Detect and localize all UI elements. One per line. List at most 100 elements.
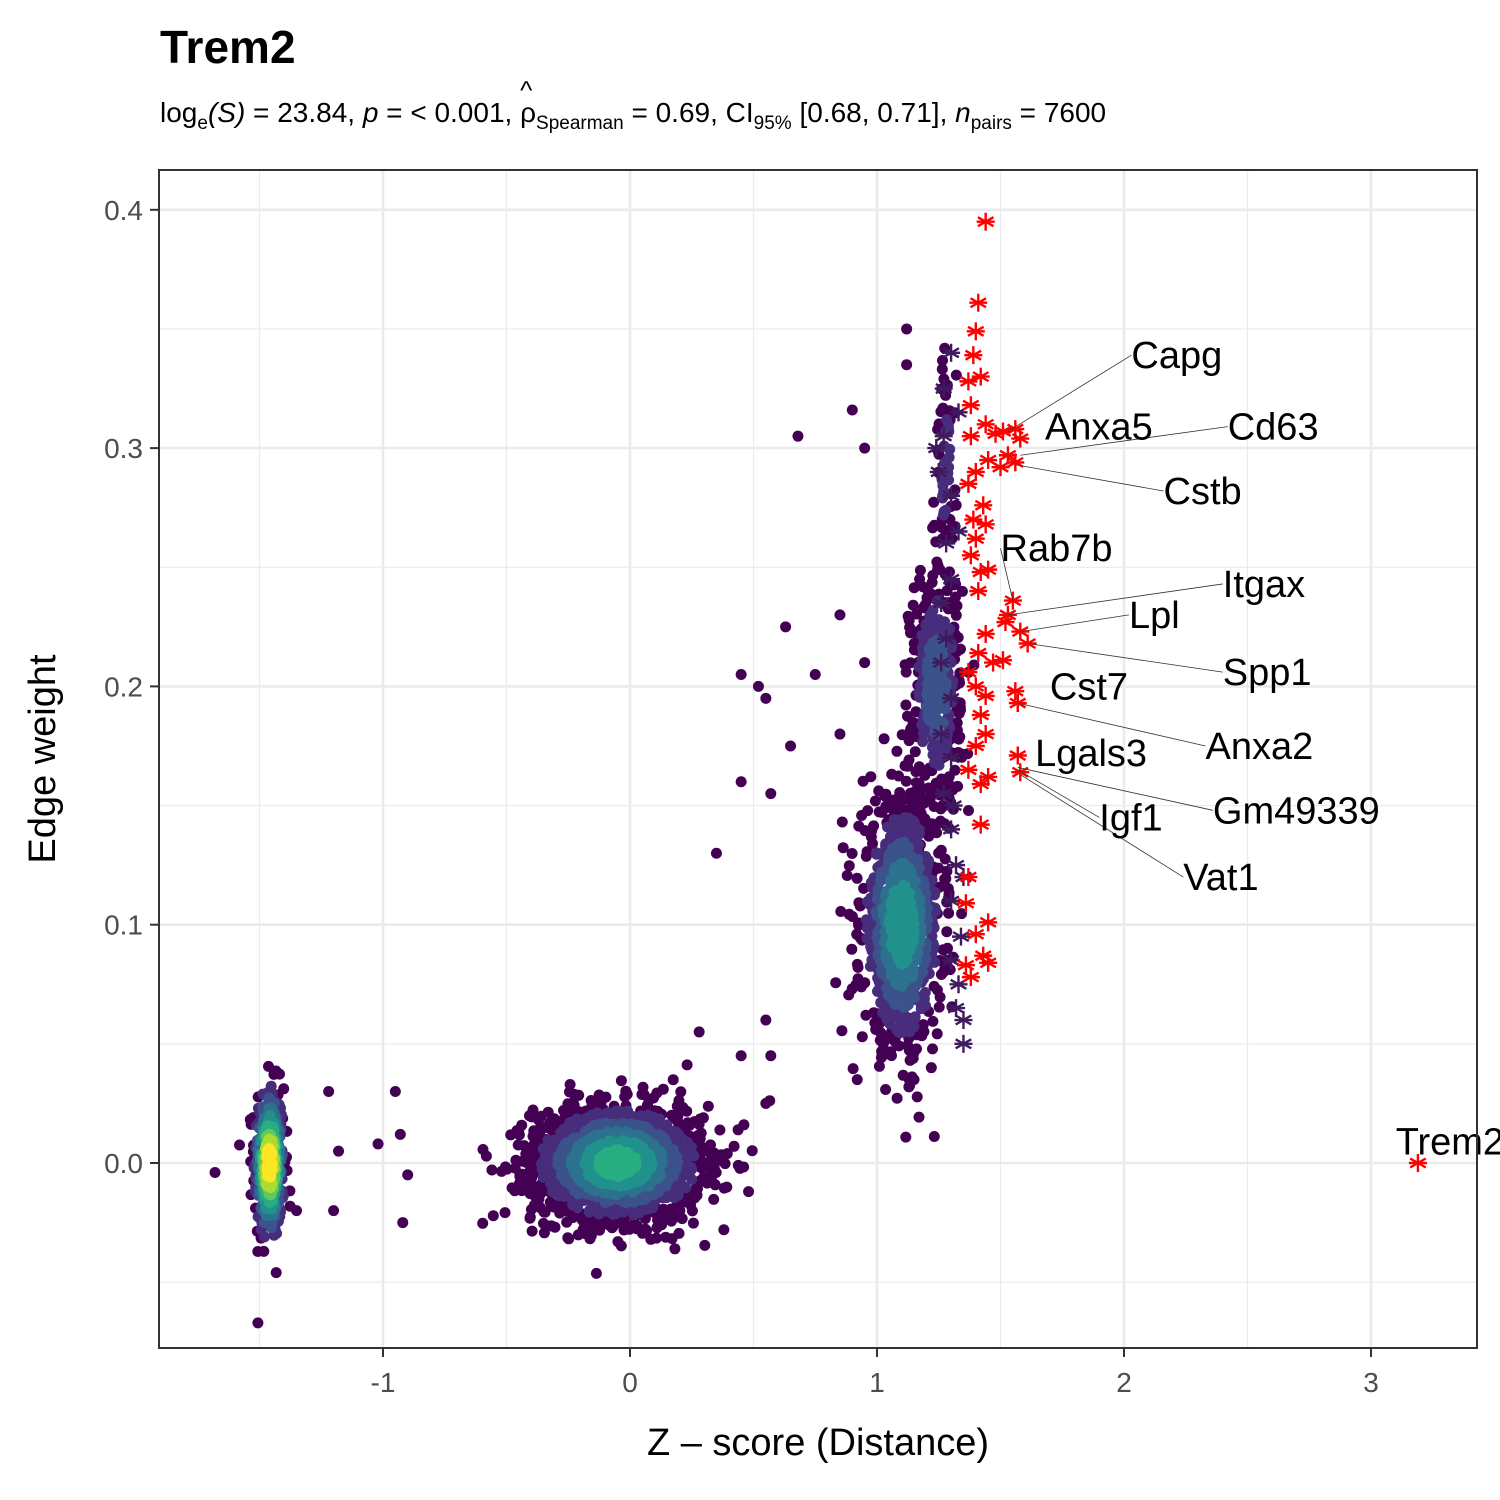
subtitle-log-prefix: log <box>160 97 198 128</box>
density-point <box>732 1159 744 1171</box>
density-point <box>660 1231 672 1243</box>
outlier-point <box>760 1014 772 1026</box>
density-point <box>880 1084 892 1095</box>
gene-label: Rab7b <box>1001 528 1113 570</box>
density-point <box>927 522 939 534</box>
density-point <box>544 1196 556 1208</box>
highlighted-point <box>971 563 990 582</box>
density-point <box>937 355 948 366</box>
density-point <box>562 1232 574 1244</box>
neighbor-marker <box>951 927 970 946</box>
gene-label: Spp1 <box>1223 652 1312 694</box>
neighbor-marker <box>954 1011 973 1030</box>
subtitle-p-value: = < 0.001, <box>378 97 521 128</box>
density-point <box>590 1267 602 1279</box>
outlier-point <box>209 1167 221 1179</box>
density-point <box>907 599 919 611</box>
density-point <box>846 943 858 955</box>
neighbor-marker <box>937 534 956 553</box>
density-point <box>941 585 953 597</box>
highlighted-point <box>971 775 990 794</box>
outlier-point <box>291 1205 303 1217</box>
outlier-point <box>851 1074 863 1086</box>
gene-label: Anxa2 <box>1206 726 1314 768</box>
highlighted-point <box>956 894 975 913</box>
density-point <box>847 1063 859 1075</box>
highlighted-point <box>961 968 980 987</box>
neighbor-marker <box>947 999 966 1018</box>
density-point <box>534 1202 546 1214</box>
density-point <box>891 1092 903 1104</box>
density-point <box>645 1233 657 1245</box>
density-point <box>836 816 848 828</box>
outlier-point <box>333 1145 345 1157</box>
highlighted-point <box>969 293 988 312</box>
label-connector <box>1017 702 1206 747</box>
outlier-point <box>743 1186 755 1198</box>
density-point <box>480 1150 492 1162</box>
neighbor-marker <box>947 856 966 875</box>
label-connector <box>1020 426 1228 456</box>
density-point <box>862 805 874 817</box>
neighbor-marker <box>932 653 951 672</box>
neighbor-marker <box>942 748 961 767</box>
outlier-point <box>901 323 913 335</box>
label-connector <box>1020 774 1184 878</box>
density-point <box>615 1075 627 1087</box>
outlier-point <box>834 728 846 740</box>
highlighted-point <box>964 346 983 365</box>
density-point <box>837 842 849 854</box>
y-tick-label: 0.4 <box>104 195 143 226</box>
outlier-point <box>908 1074 920 1086</box>
label-connector <box>1000 548 1014 601</box>
outlier-point <box>735 668 747 680</box>
density-point <box>868 820 880 832</box>
outlier-point <box>394 1128 406 1140</box>
neighbor-marker <box>937 629 956 648</box>
label-connectors <box>1000 354 1228 878</box>
density-point <box>910 706 922 718</box>
chart-title: Trem2 <box>160 21 296 73</box>
highlighted-point <box>969 644 988 663</box>
density-point <box>234 1139 245 1151</box>
gene-label: Capg <box>1131 335 1222 377</box>
density-point <box>856 1031 868 1043</box>
density-point <box>873 1060 885 1072</box>
density-point <box>853 919 865 931</box>
density-point <box>513 1129 525 1141</box>
density-point <box>963 805 974 816</box>
density-point <box>263 1156 275 1168</box>
density-point <box>927 1043 938 1055</box>
neighbor-marker <box>932 725 951 744</box>
neighbor-marker <box>942 689 961 708</box>
density-point <box>935 969 947 980</box>
highlighted-point <box>969 582 988 601</box>
y-tick-label: 0.2 <box>104 671 143 702</box>
highlighted-point <box>966 677 985 696</box>
y-tick-label: 0.3 <box>104 433 143 464</box>
density-point <box>931 713 943 725</box>
outlier-point <box>718 1224 730 1236</box>
density-point <box>671 1100 683 1112</box>
density-point <box>928 496 940 508</box>
density-point <box>694 1175 706 1187</box>
density-point <box>928 1131 940 1142</box>
x-tick-label: -1 <box>371 1367 396 1398</box>
density-point <box>549 1221 561 1233</box>
neighbor-marker <box>954 1034 973 1053</box>
subtitle-rho-sub: Spearman <box>536 113 624 134</box>
density-point <box>913 1111 925 1123</box>
density-point <box>846 848 858 859</box>
neighbor-marker <box>934 379 953 398</box>
highlighted-point <box>976 415 995 434</box>
gene-label: Igf1 <box>1099 797 1162 839</box>
density-point <box>669 1243 681 1255</box>
highlighted-point <box>1006 682 1025 701</box>
highlighted-point <box>979 451 998 470</box>
highlighted-point <box>1408 1154 1427 1172</box>
density-point <box>897 1069 909 1081</box>
density-point <box>715 1154 727 1166</box>
highlighted-point <box>976 624 995 643</box>
subtitle-n-label: n <box>955 97 971 128</box>
